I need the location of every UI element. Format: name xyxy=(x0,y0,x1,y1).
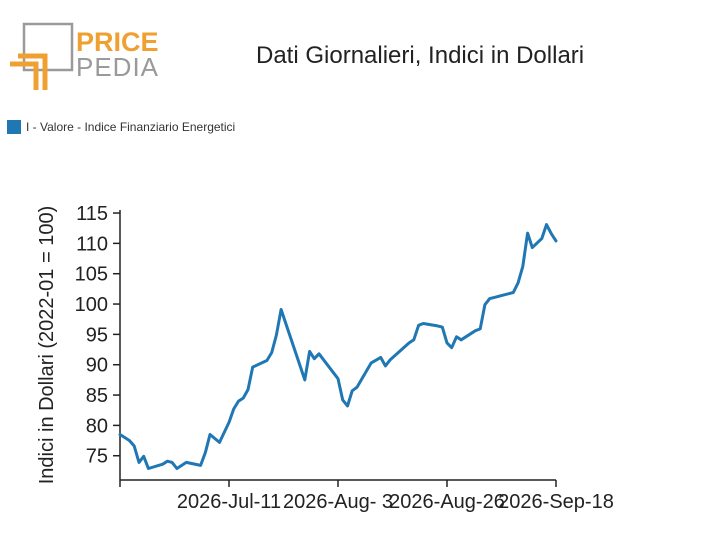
x-tick-label: 2026-Aug- 3 xyxy=(283,491,393,513)
y-tick-label: 115 xyxy=(76,203,108,225)
x-tick-label: 2026-Aug-26 xyxy=(389,491,505,513)
y-axis-label: Indici in Dollari (2022-01 = 100) xyxy=(36,206,58,485)
logo-mark-icon xyxy=(10,22,74,90)
legend-label: I - Valore - Indice Finanziario Energeti… xyxy=(26,120,236,134)
y-tick-label: 80 xyxy=(86,415,108,437)
y-tick-label: 105 xyxy=(75,264,108,286)
y-tick-label: 85 xyxy=(86,385,108,407)
x-tick-label: 2026-Jul-11 xyxy=(177,491,281,513)
chart-title: Dati Giornalieri, Indici in Dollari xyxy=(256,42,585,69)
x-tick-label: 2026-Sep-18 xyxy=(498,491,614,513)
series-line xyxy=(118,223,558,470)
logo-text-price: PRICE xyxy=(76,27,159,57)
y-tick-label: 75 xyxy=(86,446,108,468)
pricepedia-logo: PRICE PEDIA xyxy=(10,22,159,90)
y-tick-label: 95 xyxy=(86,324,108,346)
y-tick-label: 90 xyxy=(86,355,108,377)
y-tick-label: 100 xyxy=(75,294,108,316)
y-tick-label: 110 xyxy=(76,233,108,255)
legend: I - Valore - Indice Finanziario Energeti… xyxy=(7,119,235,135)
logo-text-pedia: PEDIA xyxy=(76,52,159,82)
legend-swatch xyxy=(7,120,21,134)
